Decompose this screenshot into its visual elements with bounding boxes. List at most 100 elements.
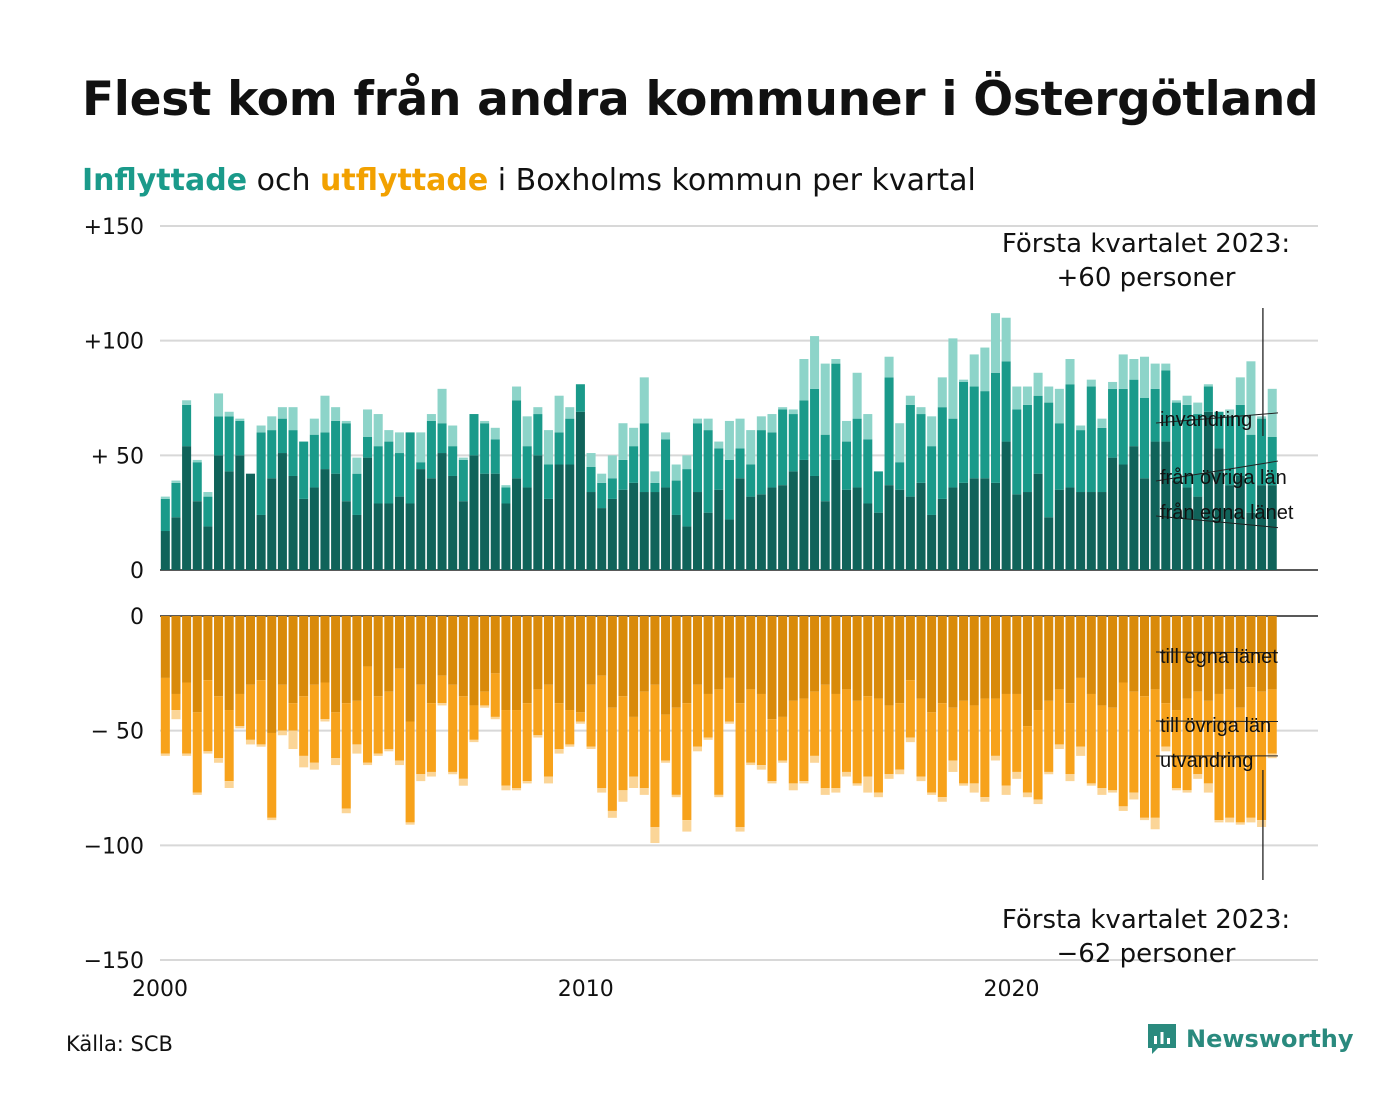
in-bar-invandring xyxy=(1001,317,1011,362)
out-bar-till-övriga-län xyxy=(448,684,458,772)
in-bar-från-egna-länet xyxy=(650,492,660,570)
in-bar-från-övriga-län xyxy=(299,441,309,499)
out-bar-till-egna-länet xyxy=(522,616,532,704)
in-bar-invandring xyxy=(565,407,575,419)
in-bar-invandring xyxy=(1076,425,1086,431)
out-bar-till-egna-länet xyxy=(820,616,830,685)
in-bar-från-övriga-län xyxy=(182,404,192,447)
out-bar-till-övriga-län xyxy=(394,668,404,761)
in-bar-från-övriga-län xyxy=(1129,379,1139,447)
out-bar-utvandring xyxy=(405,822,415,825)
in-bar-invandring xyxy=(948,338,958,419)
out-bar-till-egna-länet xyxy=(1012,616,1022,694)
in-bar-från-övriga-län xyxy=(692,423,703,493)
in-bar-invandring xyxy=(1065,359,1075,385)
in-bar-från-övriga-län xyxy=(639,423,649,493)
in-bar-från-övriga-län xyxy=(512,400,522,479)
in-bar-från-övriga-län xyxy=(203,496,213,527)
in-bar-från-övriga-län xyxy=(277,418,287,454)
in-bar-från-övriga-län xyxy=(1267,436,1277,486)
in-bar-från-övriga-län xyxy=(1044,402,1054,518)
in-bar-från-egna-länet xyxy=(1257,485,1267,570)
out-bar-utvandring xyxy=(799,781,809,784)
in-bar-invandring xyxy=(533,407,543,415)
in-bar-invandring xyxy=(1108,381,1118,389)
in-bar-från-övriga-län xyxy=(437,423,447,454)
out-bar-till-övriga-län xyxy=(1150,689,1160,818)
out-bar-till-egna-länet xyxy=(1203,616,1213,701)
out-bar-till-egna-länet xyxy=(1118,616,1128,683)
out-bar-till-övriga-län xyxy=(480,691,490,706)
in-bar-invandring xyxy=(1235,377,1245,405)
in-bar-från-egna-länet xyxy=(394,496,404,570)
out-bar-utvandring xyxy=(203,751,213,754)
in-bar-från-övriga-län xyxy=(1225,416,1235,486)
out-bar-till-övriga-län xyxy=(469,705,479,740)
out-ytick-label: − 50 xyxy=(91,720,144,745)
out-bar-till-övriga-län xyxy=(1129,691,1139,793)
out-bar-till-övriga-län xyxy=(927,712,937,793)
in-bar-från-övriga-län xyxy=(522,446,532,488)
in-bar-från-egna-länet xyxy=(543,498,553,570)
in-bar-från-egna-länet xyxy=(522,487,532,570)
in-bar-invandring xyxy=(1139,356,1150,398)
out-bar-till-egna-länet xyxy=(778,616,788,717)
out-bar-till-övriga-län xyxy=(895,703,905,770)
in-bar-från-övriga-län xyxy=(1097,427,1107,493)
in-bar-invandring xyxy=(756,416,766,431)
out-bar-till-övriga-län xyxy=(288,703,298,731)
in-bar-invandring xyxy=(682,455,692,470)
out-bar-utvandring xyxy=(682,820,692,832)
in-bar-från-övriga-län xyxy=(1161,370,1171,442)
out-bar-till-övriga-län xyxy=(1203,700,1213,784)
out-bar-till-egna-länet xyxy=(1161,616,1171,704)
out-bar-till-övriga-län xyxy=(160,677,170,754)
in-bar-från-övriga-län xyxy=(1235,404,1245,476)
out-bar-utvandring xyxy=(480,705,490,708)
out-bar-till-egna-länet xyxy=(182,616,192,683)
out-bar-utvandring xyxy=(437,703,447,706)
in-bar-invandring xyxy=(437,388,447,424)
in-bar-från-övriga-län xyxy=(160,498,170,532)
in-bar-från-egna-länet xyxy=(671,514,681,570)
out-bar-utvandring xyxy=(214,758,224,763)
in-bar-från-egna-länet xyxy=(778,485,788,570)
out-ytick-label: −100 xyxy=(84,834,144,859)
out-bar-till-övriga-län xyxy=(703,693,713,738)
in-bar-från-övriga-län xyxy=(1257,418,1267,486)
in-bar-från-övriga-län xyxy=(724,459,734,520)
out-bar-till-egna-länet xyxy=(214,616,224,697)
out-bar-till-egna-länet xyxy=(331,616,341,713)
in-bar-från-egna-länet xyxy=(458,501,468,570)
in-bar-från-övriga-län xyxy=(852,418,862,488)
in-bar-från-egna-länet xyxy=(320,469,330,570)
in-bar-från-egna-länet xyxy=(1118,464,1128,570)
in-bar-från-egna-länet xyxy=(852,487,862,570)
annotation-top: Första kvartalet 2023: +60 personer xyxy=(996,227,1296,295)
in-bar-från-övriga-län xyxy=(799,400,809,460)
in-bar-invandring xyxy=(309,418,319,435)
out-bar-till-övriga-län xyxy=(916,698,926,777)
out-bar-till-egna-länet xyxy=(363,616,373,667)
in-bar-invandring xyxy=(618,423,628,460)
out-bar-till-egna-länet xyxy=(1257,616,1267,692)
out-bar-utvandring xyxy=(852,783,862,786)
out-bar-utvandring xyxy=(724,721,734,724)
out-bar-till-egna-länet xyxy=(629,616,639,717)
in-bar-från-egna-länet xyxy=(820,501,830,570)
out-bar-till-övriga-län xyxy=(224,710,234,782)
out-bar-utvandring xyxy=(235,726,245,729)
out-bar-till-egna-länet xyxy=(277,616,287,685)
in-bar-från-egna-länet xyxy=(873,512,883,570)
in-bar-invandring xyxy=(799,359,809,401)
in-bar-från-egna-länet xyxy=(692,492,703,570)
subtitle-inflyttade: Inflyttade xyxy=(82,163,248,198)
in-bar-från-egna-länet xyxy=(1033,473,1043,570)
in-bar-från-egna-länet xyxy=(277,453,287,570)
out-bar-till-övriga-län xyxy=(1044,700,1054,772)
out-bar-utvandring xyxy=(863,776,873,793)
out-bar-till-övriga-län xyxy=(778,716,788,761)
out-bar-till-övriga-län xyxy=(575,712,585,722)
in-bar-från-övriga-län xyxy=(756,430,766,495)
out-bar-till-egna-länet xyxy=(671,616,681,708)
